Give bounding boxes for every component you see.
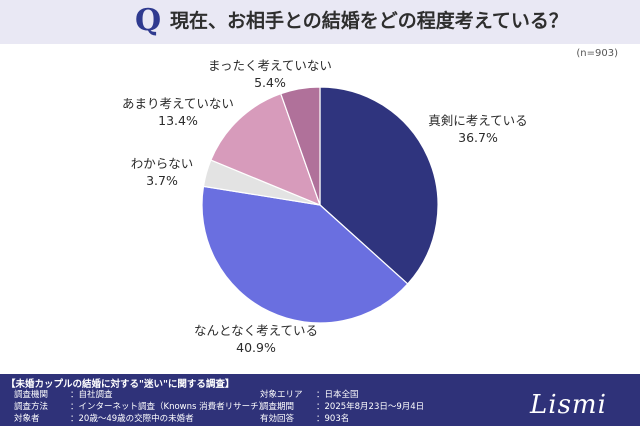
slice-label: なんとなく考えている xyxy=(194,323,318,338)
survey-title: 【未婚カップルの結婚に対する"迷い"に関する調査】 xyxy=(6,379,235,390)
footer-value: ：2025年8月23日～9月4日 xyxy=(316,402,425,412)
footer-row-left-1: 調査方法 ：インターネット調査（Knowns 消費者リサーチ） xyxy=(14,401,267,413)
footer-key: 調査期間 xyxy=(260,402,295,412)
footer-value: ：903名 xyxy=(316,414,350,424)
question-title: 現在、お相手との結婚をどの程度考えている？ xyxy=(170,10,568,32)
footer-value: ：20歳～49歳の交際中の未婚者 xyxy=(70,414,194,424)
slice-label: 真剣に考えている xyxy=(428,113,527,128)
footer-key: 調査方法 xyxy=(14,402,49,412)
pie-slice xyxy=(210,92,322,207)
slice-value-label: 13.4% xyxy=(158,113,198,128)
slice-value-label: 3.7% xyxy=(146,173,178,188)
header-band: Q 現在、お相手との結婚をどの程度考えている？ xyxy=(0,0,640,44)
footer-row-right-1: 調査期間 ：2025年8月23日～9月4日 xyxy=(260,401,424,413)
footer-row-left-0: 調査機関 ：自社調査 xyxy=(14,389,113,401)
slice-value-label: 40.9% xyxy=(236,340,276,355)
slice-value-label: 5.4% xyxy=(254,75,286,90)
pie-slice xyxy=(280,86,321,206)
pie-slice xyxy=(319,86,439,285)
slice-label: あまり考えていない xyxy=(122,96,234,111)
footer-row-right-0: 対象エリア ：日本全国 xyxy=(260,389,359,401)
slice-value-label: 36.7% xyxy=(458,130,498,145)
footer-key: 調査機関 xyxy=(14,390,49,400)
slice-label: わからない xyxy=(131,156,194,171)
footer-row-right-2: 有効回答 ：903名 xyxy=(260,413,349,425)
q-icon: Q xyxy=(135,3,162,38)
footer-key: 対象エリア xyxy=(260,390,303,400)
footer-key: 対象者 xyxy=(14,414,40,424)
footer-value: ：インターネット調査（Knowns 消費者リサーチ） xyxy=(70,402,268,412)
footer-value: ：日本全国 xyxy=(316,390,359,400)
slice-label: まったく考えていない xyxy=(208,58,332,73)
brand-logo: Lismi xyxy=(530,390,607,420)
sample-size-note: (n=903) xyxy=(576,48,618,59)
pie-slice xyxy=(201,185,409,324)
footer-key: 有効回答 xyxy=(260,414,295,424)
footer-row-left-2: 対象者 ：20歳～49歳の交際中の未婚者 xyxy=(14,413,194,425)
footer-value: ：自社調査 xyxy=(70,390,113,400)
survey-footer: 【未婚カップルの結婚に対する"迷い"に関する調査】 調査機関 ：自社調査 調査方法… xyxy=(0,374,640,426)
pie-chart: 真剣に考えている 36.7% なんとなく考えている 40.9% わからない 3.7% あまり… xyxy=(122,58,528,355)
